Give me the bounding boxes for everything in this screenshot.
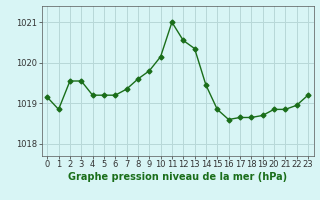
X-axis label: Graphe pression niveau de la mer (hPa): Graphe pression niveau de la mer (hPa) [68, 172, 287, 182]
